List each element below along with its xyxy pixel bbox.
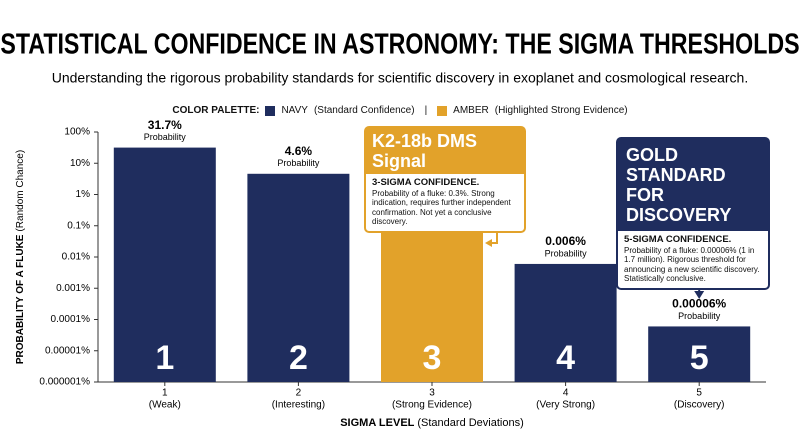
value-sublabel: Probability — [678, 311, 721, 321]
bar — [113, 147, 216, 382]
x-tick-note: (Discovery) — [674, 400, 725, 411]
legend-name: NAVY — [281, 105, 308, 116]
legend-swatch — [437, 105, 448, 116]
legend-description: (Highlighted Strong Evidence) — [494, 105, 628, 116]
callout: GOLD STANDARD FOR DISCOVERY 5-SIGMA CONFI… — [616, 137, 770, 290]
y-tick-label: 0.00001% — [45, 345, 90, 356]
legend-separator: | — [424, 105, 428, 116]
bar-number: 4 — [556, 339, 575, 377]
y-axis-title-text: PROBABILITY OF A FLUKE — [15, 234, 26, 364]
bar — [514, 263, 617, 382]
x-tick-label: 2 — [296, 388, 302, 399]
callout-arrowhead — [485, 239, 492, 247]
legend-name: AMBER — [453, 105, 489, 116]
value-label: 0.00006% — [672, 297, 726, 311]
value-label: 0.006% — [545, 234, 586, 248]
value-label: 31.7% — [148, 118, 182, 132]
y-tick-label: 0.0001% — [51, 314, 91, 325]
x-tick-note: (Strong Evidence) — [392, 400, 472, 411]
callout-title: K2-18b DMS Signal — [366, 128, 524, 174]
value-sublabel: Probability — [545, 248, 588, 258]
bar-number: 2 — [289, 339, 308, 377]
legend: COLOR PALETTE: NAVY (Standard Confidence)… — [0, 105, 800, 116]
callout-text: Probability of a fluke: 0.3%. Strong ind… — [372, 188, 511, 227]
chart-subtitle: Understanding the rigorous probability s… — [52, 70, 748, 86]
x-tick-note: (Weak) — [149, 400, 181, 411]
callout: K2-18b DMS Signal 3-SIGMA CONFIDENCE. Prob… — [364, 126, 526, 233]
x-axis-title: SIGMA LEVEL (Standard Deviations) — [340, 417, 524, 429]
x-axis-title-note: (Standard Deviations) — [417, 417, 523, 429]
y-tick-label: 1% — [76, 189, 91, 200]
y-tick-label: 0.1% — [67, 220, 90, 231]
x-tick-label: 5 — [696, 388, 702, 399]
bar-number: 3 — [423, 339, 442, 377]
value-label: 4.6% — [285, 144, 313, 158]
bar-number: 5 — [690, 339, 709, 377]
callout-arrowhead — [694, 291, 705, 299]
callout-text: Probability of a fluke: 0.00006% (1 in 1… — [624, 245, 760, 284]
callout-heading: 5-SIGMA CONFIDENCE. — [624, 234, 732, 245]
value-sublabel: Probability — [277, 158, 320, 168]
callout-heading: 3-SIGMA CONFIDENCE. — [372, 177, 480, 188]
y-axis-title-note: (Random Chance) — [15, 150, 26, 232]
chart-title: STATISTICAL CONFIDENCE IN ASTRONOMY: THE… — [0, 27, 799, 60]
bar-number: 1 — [155, 339, 174, 377]
x-axis-title-text: SIGMA LEVEL — [340, 417, 414, 429]
x-tick-label: 1 — [162, 388, 168, 399]
callout-arrow — [490, 233, 498, 244]
bar — [381, 210, 483, 382]
y-tick-label: 0.001% — [56, 283, 90, 294]
x-tick-label: 3 — [429, 388, 435, 399]
bar — [247, 173, 350, 382]
value-sublabel: Probability — [144, 132, 187, 142]
x-tick-label: 4 — [563, 388, 569, 399]
bar — [648, 326, 751, 382]
y-tick-label: 100% — [64, 127, 90, 138]
callout-title: GOLD STANDARD FOR DISCOVERY — [618, 139, 768, 231]
legend-title: COLOR PALETTE: — [172, 105, 260, 116]
y-tick-label: 0.01% — [62, 252, 90, 263]
x-tick-note: (Very Strong) — [536, 400, 595, 411]
y-tick-label: 0.000001% — [39, 377, 90, 388]
legend-description: (Standard Confidence) — [313, 105, 415, 116]
x-tick-note: (Interesting) — [272, 400, 325, 411]
y-tick-label: 10% — [70, 158, 90, 169]
y-axis-title: PROBABILITY OF A FLUKE (Random Chance) — [15, 150, 26, 364]
legend-swatch — [265, 105, 276, 116]
